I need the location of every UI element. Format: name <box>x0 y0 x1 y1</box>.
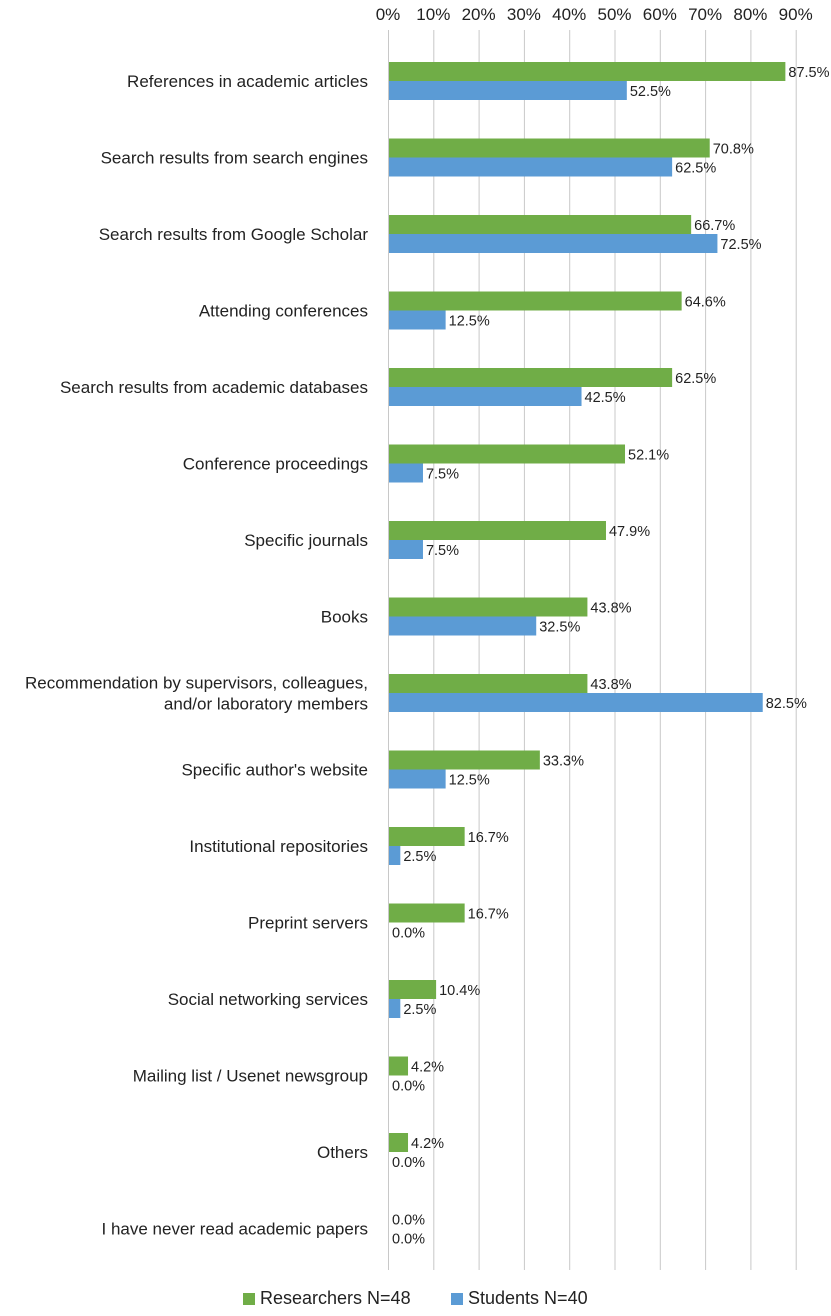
bar-students <box>389 81 627 100</box>
bar-students <box>389 999 401 1018</box>
bar-researchers <box>389 1133 409 1152</box>
x-tick-label-60: 60% <box>643 5 677 24</box>
x-tick-label-20: 20% <box>462 5 496 24</box>
x-axis-ticks: 0% 10% 20% 30% 40% 50% 60% 70% 80% 90% <box>376 5 813 24</box>
bar-researchers <box>389 674 588 693</box>
bar-researchers <box>389 597 588 617</box>
x-tick-label-40: 40% <box>552 5 586 24</box>
bar-students <box>389 540 423 559</box>
category-label: Books <box>321 608 368 627</box>
data-label-students: 12.5% <box>449 314 490 330</box>
bar-researchers <box>389 291 682 311</box>
category-label: Search results from Google Scholar <box>99 225 369 244</box>
data-label-students: 42.5% <box>585 390 626 406</box>
data-label-students: 0.0% <box>392 1079 425 1095</box>
data-label-students: 82.5% <box>766 696 807 712</box>
category-label: Mailing list / Usenet newsgroup <box>133 1067 368 1086</box>
bar-students <box>389 387 582 406</box>
bar-researchers <box>389 750 540 770</box>
x-tick-label-90: 90% <box>779 5 813 24</box>
category-label: Preprint servers <box>248 914 368 933</box>
bar-researchers <box>389 138 710 158</box>
x-tick-label-0: 0% <box>376 5 401 24</box>
bar-students <box>389 234 718 253</box>
bar-students <box>389 310 446 330</box>
data-label-researchers: 0.0% <box>392 1213 425 1229</box>
bar-students <box>389 693 763 712</box>
category-label: Conference proceedings <box>183 455 368 474</box>
category-labels: References in academic articles Search re… <box>25 72 368 1239</box>
data-label-students: 7.5% <box>426 467 459 483</box>
data-label-students: 12.5% <box>449 773 490 789</box>
category-label: Social networking services <box>168 990 368 1009</box>
category-label: Others <box>317 1143 368 1162</box>
legend: Researchers N=48 Students N=40 <box>243 1288 588 1308</box>
data-label-students: 62.5% <box>675 161 716 177</box>
category-label: References in academic articles <box>127 72 368 91</box>
data-labels: 87.5% 52.5% 70.8% 62.5% 66.7% 72.5% 64.6% 12.5%… <box>392 65 830 1248</box>
data-label-researchers: 70.8% <box>713 142 754 158</box>
bar-students <box>389 616 537 636</box>
bar-students <box>389 769 446 789</box>
data-label-students: 72.5% <box>720 237 761 253</box>
data-label-students: 2.5% <box>403 1002 436 1018</box>
bar-researchers <box>389 368 673 387</box>
category-label: Search results from search engines <box>101 149 368 168</box>
data-label-researchers: 43.8% <box>590 677 631 693</box>
data-label-researchers: 62.5% <box>675 371 716 387</box>
bar-researchers <box>389 980 437 999</box>
x-tick-label-10: 10% <box>416 5 450 24</box>
data-label-researchers: 10.4% <box>439 983 480 999</box>
legend-swatch-students <box>451 1293 463 1305</box>
category-label: Specific author's website <box>181 761 368 780</box>
legend-label-researchers: Researchers N=48 <box>260 1288 411 1308</box>
bar-researchers <box>389 62 786 81</box>
data-label-researchers: 64.6% <box>685 295 726 311</box>
data-label-researchers: 16.7% <box>468 907 509 923</box>
legend-swatch-researchers <box>243 1293 255 1305</box>
data-label-students: 0.0% <box>392 1232 425 1248</box>
bar-researchers <box>389 1056 409 1076</box>
x-tick-label-50: 50% <box>597 5 631 24</box>
bars <box>389 62 786 1152</box>
data-label-researchers: 33.3% <box>543 754 584 770</box>
category-label: Attending conferences <box>199 302 368 321</box>
data-label-researchers: 4.2% <box>411 1136 444 1152</box>
category-label: Recommendation by supervisors, colleague… <box>25 674 368 714</box>
bar-researchers <box>389 827 465 846</box>
data-label-researchers: 66.7% <box>694 218 735 234</box>
bar-researchers <box>389 215 692 234</box>
data-label-researchers: 4.2% <box>411 1060 444 1076</box>
bar-researchers <box>389 903 465 923</box>
category-label: Specific journals <box>244 531 368 550</box>
category-label: I have never read academic papers <box>102 1220 369 1239</box>
bar-students <box>389 463 423 483</box>
x-tick-label-80: 80% <box>733 5 767 24</box>
bar-students <box>389 157 673 177</box>
data-label-students: 52.5% <box>630 84 671 100</box>
category-label: Institutional repositories <box>189 837 368 856</box>
data-label-researchers: 16.7% <box>468 830 509 846</box>
x-tick-label-70: 70% <box>688 5 722 24</box>
data-label-researchers: 47.9% <box>609 524 650 540</box>
bar-students <box>389 846 401 865</box>
data-label-students: 0.0% <box>392 1155 425 1171</box>
data-label-researchers: 43.8% <box>590 601 631 617</box>
x-tick-label-30: 30% <box>507 5 541 24</box>
bar-researchers <box>389 444 626 464</box>
data-label-researchers: 87.5% <box>788 65 829 81</box>
data-label-students: 32.5% <box>539 620 580 636</box>
data-label-researchers: 52.1% <box>628 448 669 464</box>
legend-label-students: Students N=40 <box>468 1288 588 1308</box>
category-label: Search results from academic databases <box>60 378 368 397</box>
data-label-students: 2.5% <box>403 849 436 865</box>
data-label-students: 7.5% <box>426 543 459 559</box>
bar-researchers <box>389 521 606 540</box>
data-label-students: 0.0% <box>392 926 425 942</box>
